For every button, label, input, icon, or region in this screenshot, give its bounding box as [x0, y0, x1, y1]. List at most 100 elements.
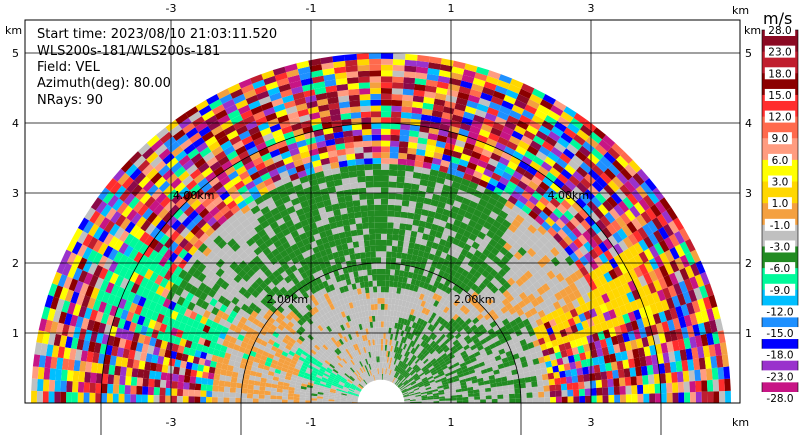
radar-gate: [511, 273, 520, 282]
radar-gate: [326, 325, 333, 333]
radar-gate: [575, 338, 583, 347]
radar-gate: [31, 378, 38, 391]
radar-gate: [373, 193, 381, 199]
radar-gate: [342, 248, 350, 256]
radar-gate: [224, 275, 234, 285]
radar-gate: [509, 393, 516, 399]
radar-gate: [53, 333, 62, 347]
radar-gate: [300, 332, 308, 340]
radar-gate: [195, 121, 208, 133]
radar-gate: [327, 96, 339, 105]
radar-gate: [567, 159, 580, 171]
radar-gate: [156, 127, 170, 140]
radar-gate: [414, 390, 421, 394]
radar-gate: [368, 310, 372, 317]
radar-gate: [287, 74, 301, 84]
radar-gate: [294, 97, 307, 106]
radar-gate: [556, 203, 568, 215]
radar-gate: [515, 362, 523, 370]
radar-gate: [535, 369, 542, 376]
radar-gate: [598, 139, 612, 152]
radar-gate: [90, 362, 98, 374]
radar-gate: [430, 115, 442, 124]
radar-gate: [642, 223, 654, 237]
radar-gate: [306, 100, 318, 109]
radar-gate: [172, 129, 186, 141]
radar-gate: [225, 247, 236, 258]
radar-gate: [238, 367, 246, 374]
radar-gate: [525, 354, 533, 362]
radar-gate: [295, 350, 302, 357]
radar-gate: [530, 243, 541, 254]
radar-gate: [319, 383, 326, 387]
radar-gate: [294, 261, 303, 270]
radar-gate: [310, 359, 317, 366]
radar-gate: [428, 62, 441, 70]
radar-gate: [509, 175, 521, 186]
radar-gate: [597, 203, 609, 216]
radar-gate: [389, 275, 395, 282]
radar-gate: [496, 386, 503, 391]
radar-gate: [134, 228, 145, 240]
radar-gate: [485, 395, 492, 400]
radar-gate: [442, 208, 451, 217]
radar-gate: [297, 359, 304, 365]
radar-gate: [352, 301, 357, 308]
radar-gate: [112, 384, 120, 394]
radar-gate: [158, 256, 169, 267]
radar-gate: [406, 277, 412, 285]
radar-gate: [533, 229, 544, 240]
radar-gate: [578, 381, 585, 390]
radar-gate: [431, 157, 442, 166]
radar-gate: [383, 368, 385, 374]
radar-gate: [552, 162, 565, 174]
radar-gate: [435, 346, 442, 353]
radar-gate: [282, 317, 290, 325]
radar-gate: [254, 85, 268, 95]
radar-gate: [414, 366, 420, 372]
radar-gate: [515, 269, 525, 279]
radar-gate: [336, 355, 342, 361]
radar-gate: [389, 333, 394, 340]
radar-gate: [95, 200, 108, 214]
radar-gate: [408, 320, 414, 328]
radar-gate: [512, 242, 522, 252]
radar-gate: [398, 229, 406, 236]
radar-gate: [403, 71, 416, 79]
radar-gate: [404, 350, 409, 357]
radar-gate: [485, 399, 492, 403]
radar-gate: [282, 156, 294, 165]
radar-gate: [133, 263, 144, 275]
radar-gate: [561, 335, 570, 344]
radar-gate: [370, 375, 373, 382]
radar-gate: [235, 356, 243, 363]
radar-gate: [519, 338, 527, 347]
radar-gate: [222, 298, 232, 308]
radar-gate: [322, 398, 329, 402]
radar-gate: [288, 272, 297, 281]
radar-gate: [491, 390, 498, 396]
radar-gate: [582, 366, 589, 375]
radar-gate: [327, 291, 334, 299]
radar-gate: [638, 251, 649, 264]
radar-gate: [340, 237, 347, 245]
radar-gate: [272, 376, 280, 382]
radar-gate: [488, 238, 498, 248]
radar-gate: [105, 344, 113, 356]
radar-gate: [335, 375, 342, 380]
radar-gate: [368, 53, 381, 59]
radar-gate: [285, 267, 293, 276]
radar-gate: [567, 205, 579, 217]
radar-gate: [383, 338, 386, 345]
radar-gate: [392, 228, 400, 235]
radar-gate: [576, 166, 588, 178]
radar-gate: [409, 396, 416, 399]
radar-gate: [579, 395, 586, 403]
radar-gate: [498, 156, 510, 167]
radar-gate: [415, 400, 422, 402]
radar-gate: [354, 276, 360, 284]
radar-gate: [417, 370, 424, 376]
radar-gate: [345, 236, 353, 244]
radar-gate: [400, 123, 411, 131]
radar-gate: [655, 393, 661, 403]
